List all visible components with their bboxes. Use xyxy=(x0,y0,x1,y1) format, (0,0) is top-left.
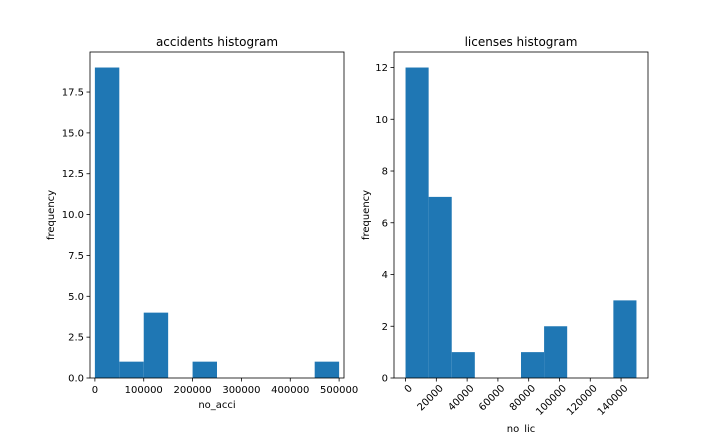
accidents-bar-2 xyxy=(143,312,169,378)
accidents-plot-frame xyxy=(89,51,345,379)
accidents-x-tick-label: 300000 xyxy=(222,385,260,396)
accidents-x-tick-label: 400000 xyxy=(271,385,309,396)
licenses-bar-6 xyxy=(544,326,568,378)
licenses-y-tick-label: 8 xyxy=(382,167,388,178)
licenses-y-tick-label: 6 xyxy=(382,218,388,229)
licenses-bars xyxy=(405,67,637,379)
accidents-y-axis-label: frequency xyxy=(46,190,57,240)
licenses-x-axis-label: no_lic xyxy=(507,424,536,432)
accidents-bars xyxy=(94,67,340,379)
accidents-title: accidents histogram xyxy=(156,35,278,49)
licenses-y-tick-label: 2 xyxy=(382,322,388,333)
licenses-bar-9 xyxy=(613,300,637,378)
licenses-y-axis-label: frequency xyxy=(361,190,372,240)
accidents-y-tick-label: 12.5 xyxy=(62,169,84,180)
accidents-bar-9 xyxy=(314,361,340,378)
licenses-title: licenses histogram xyxy=(465,35,578,49)
licenses-bar-5 xyxy=(521,352,545,378)
accidents-x-tick-label: 500000 xyxy=(320,385,358,396)
licenses-bar-1 xyxy=(428,196,452,378)
licenses-y-tick-label: 4 xyxy=(382,270,388,281)
accidents-bar-4 xyxy=(192,361,217,378)
licenses-y-tick-label: 0 xyxy=(382,374,388,385)
accidents-y-tick-label: 15.0 xyxy=(62,128,84,139)
licenses-bar-0 xyxy=(405,67,429,379)
accidents-y-ticks: 0.0 2.5 5.0 7.5 10.0 12.5 15.0 17.5 xyxy=(62,88,90,385)
accidents-y-tick-label: 5.0 xyxy=(68,292,84,303)
accidents-bar-1 xyxy=(119,361,144,378)
accidents-y-tick-label: 0.0 xyxy=(68,374,84,385)
accidents-y-tick-label: 7.5 xyxy=(68,251,84,262)
accidents-y-tick-label: 2.5 xyxy=(68,333,84,344)
accidents-x-ticks: 0 100000 200000 300000 400000 500000 xyxy=(92,378,358,396)
licenses-plot-frame xyxy=(393,51,649,379)
accidents-bar-0 xyxy=(94,67,120,379)
licenses-bar-2 xyxy=(451,352,475,378)
accidents-x-tick-label: 0 xyxy=(92,385,98,396)
licenses-y-ticks: 0 2 4 6 8 10 12 xyxy=(375,63,394,385)
accidents-x-tick-label: 200000 xyxy=(173,385,211,396)
licenses-y-tick-label: 10 xyxy=(375,115,388,126)
licenses-y-tick-label: 12 xyxy=(375,63,388,74)
accidents-y-tick-label: 10.0 xyxy=(62,210,84,221)
accidents-x-axis-label: no_acci xyxy=(198,400,235,411)
accidents-x-tick-label: 100000 xyxy=(125,385,163,396)
accidents-y-tick-label: 17.5 xyxy=(62,88,84,99)
accidents-histogram-panel: 0 100000 200000 300000 400000 500000 0.0 2.5 5.… xyxy=(46,35,358,411)
